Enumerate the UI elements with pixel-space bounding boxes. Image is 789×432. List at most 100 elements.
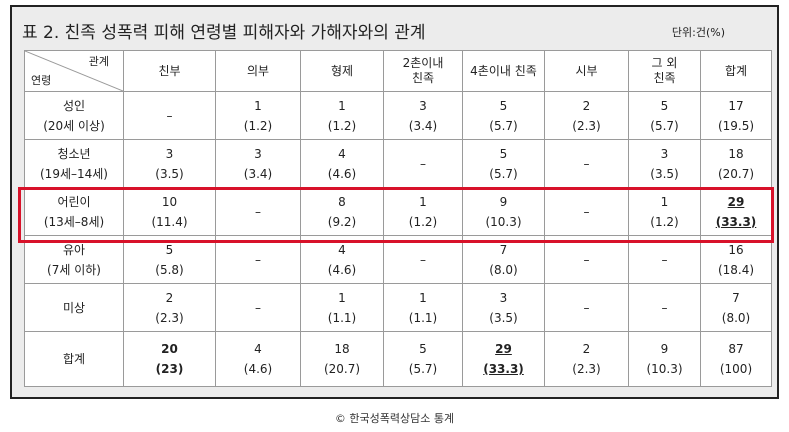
cell-line: 2 (165, 290, 174, 305)
header-line: 4촌이내 친족 (470, 63, 537, 78)
header-line: 2촌이내 (402, 56, 444, 70)
table-cell: 3 (3.5) (462, 283, 545, 332)
cell-line: 7 (732, 290, 740, 305)
cell-line: 29 (727, 194, 745, 209)
cell-line: 9 (660, 342, 669, 356)
cell-line: 3 (499, 290, 508, 305)
cell-line: (20.7) (717, 166, 755, 181)
cell-line: (3.4) (243, 166, 273, 181)
table-cell: 1 (1.1) (383, 283, 463, 332)
cell-line: (5.7) (489, 166, 518, 181)
column-header: 친부 (123, 50, 216, 92)
cell-line: – (583, 300, 590, 315)
table-cell: 3 (3.4) (215, 139, 301, 188)
cell-line: (8.0) (721, 310, 751, 325)
cell-line: 3 (660, 146, 669, 161)
table-cell: – (544, 235, 629, 284)
cell-line: (1.2) (408, 214, 438, 229)
cell-line: (33.3) (483, 362, 524, 376)
cell-line: (3.5) (489, 310, 518, 325)
table-cell: – (123, 91, 216, 140)
row-label: 유아 (7세 이하) (24, 235, 124, 284)
cell-line: 10 (161, 194, 178, 209)
table-cell: 1 (1.1) (300, 283, 384, 332)
table-title: 표 2. 친족 성폭력 피해 연령별 피해자와 가해자와의 관계 (22, 23, 426, 43)
label-line: 청소년 (57, 146, 91, 161)
column-header: 4촌이내 친족 (462, 50, 545, 92)
label-line: (20세 이상) (43, 118, 105, 133)
cell-line: (33.3) (715, 214, 757, 229)
row-label: 합계 (24, 331, 124, 387)
cell-line: 9 (499, 194, 508, 209)
table-cell: 87 (100) (700, 331, 772, 387)
header-line: 시부 (575, 63, 598, 78)
table-cell: 18 (20.7) (300, 331, 384, 387)
table-cell: 1 (1.2) (300, 91, 384, 140)
table-cell: 8 (9.2) (300, 187, 384, 236)
cell-line: 4 (254, 342, 262, 356)
cell-line: (5.7) (650, 118, 679, 133)
table-row: 합계 20 (23) 4 (4.6) 18 (20.7) 5 (5.7) 29 (33.3) 2 (2.… (24, 331, 772, 387)
header-line: 친부 (158, 63, 181, 78)
cell-line: (4.6) (243, 362, 273, 376)
table-cell: 7 (8.0) (462, 235, 545, 284)
cell-line: – (420, 156, 426, 171)
table-row: 청소년 (19세–14세) 3 (3.5) 3 (3.4) 4 (4.6) – 5 (5.7) – 3 (… (24, 139, 772, 188)
cell-line: – (661, 252, 668, 267)
caption: © 한국성폭력상담소 통계 (334, 412, 455, 425)
table-cell: 1 (1.2) (628, 187, 701, 236)
cell-line: 1 (338, 290, 346, 305)
cell-line: (18.4) (717, 262, 755, 277)
cell-line: (11.4) (151, 214, 188, 229)
cell-line: (1.2) (243, 118, 273, 133)
cell-line: (4.6) (327, 262, 357, 277)
header-line: 의부 (246, 63, 270, 78)
label-line: 합계 (62, 352, 86, 366)
table-cell: – (383, 139, 463, 188)
cell-line: 8 (338, 194, 346, 209)
cell-line: (1.2) (327, 118, 357, 133)
cell-line: (23) (155, 362, 184, 376)
column-header: 합계 (700, 50, 772, 92)
cell-line: (3.4) (408, 118, 438, 133)
table-cell: – (383, 235, 463, 284)
table-body: 성인 (20세 이상) – 1 (1.2) 1 (1.2) 3 (3.4) 5 (5.7) 2 (2.3… (24, 91, 772, 387)
cell-line: 5 (660, 98, 669, 113)
table-cell: – (544, 283, 629, 332)
column-header: 시부 (544, 50, 629, 92)
header-line: 그 외 (651, 56, 678, 70)
cell-line: – (255, 204, 261, 219)
corner-cell: 관계 연령 (24, 50, 124, 92)
unit-label: 단위:건(%) (671, 26, 725, 39)
cell-line: (20.7) (323, 362, 361, 376)
cell-line: (2.3) (572, 362, 601, 376)
table-cell: 1 (1.2) (215, 91, 301, 140)
table-cell: 4 (4.6) (300, 139, 384, 188)
corner-top: 관계 (88, 55, 109, 68)
cell-line: (2.3) (155, 310, 184, 325)
label-line: (13세–8세) (43, 214, 105, 229)
cell-line: (9.2) (327, 214, 357, 229)
cell-line: (1.1) (327, 310, 357, 325)
table-cell: 9 (10.3) (462, 187, 545, 236)
cell-line: (1.1) (408, 310, 438, 325)
table-cell: – (628, 235, 701, 284)
frame: 관계 연령 친부 의부 형제 2촌이내 친족 4촌이내 친족 시부 그 외 친족 합계 성인 (20… (10, 5, 779, 399)
cell-line: 5 (165, 242, 174, 257)
row-label: 청소년 (19세–14세) (24, 139, 124, 188)
table-cell: – (544, 187, 629, 236)
table-cell: 4 (4.6) (215, 331, 301, 387)
cell-line: – (166, 108, 173, 123)
label-line: (19세–14세) (40, 166, 108, 181)
cell-line: – (255, 252, 261, 267)
table-cell: 7 (8.0) (700, 283, 772, 332)
table-cell: – (215, 283, 301, 332)
cell-line: 2 (582, 342, 591, 356)
cell-line: 18 (334, 342, 350, 356)
cell-line: 1 (419, 290, 427, 305)
row-label: 성인 (20세 이상) (24, 91, 124, 140)
cell-line: – (661, 300, 668, 315)
table-row: 어린이 (13세–8세) 10 (11.4) – 8 (9.2) 1 (1.2) 9 (10.3) –… (24, 187, 772, 236)
cell-line: 4 (338, 242, 346, 257)
